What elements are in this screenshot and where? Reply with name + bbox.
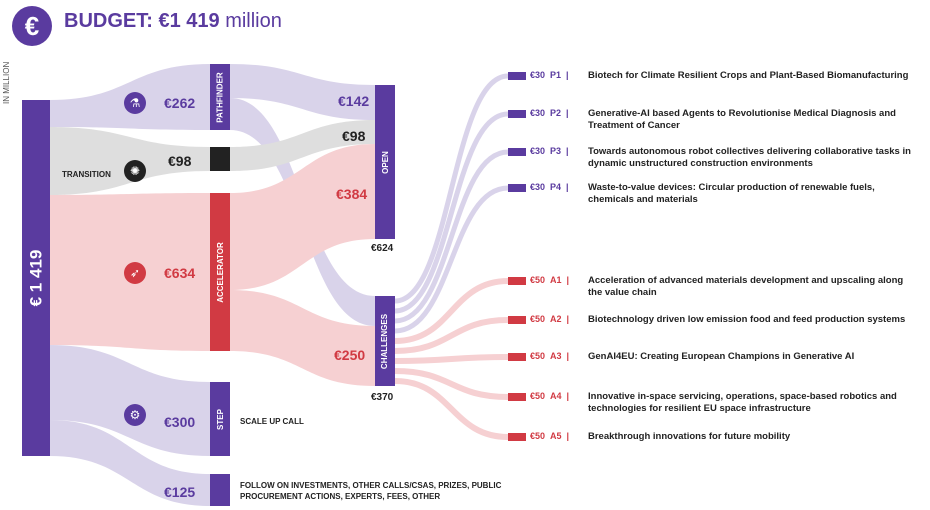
project-code: €30 P2 | bbox=[530, 108, 569, 118]
project-description: Biotechnology driven low emission food a… bbox=[588, 314, 906, 325]
project-amount: €50 bbox=[530, 391, 546, 401]
gear-icon: ⚙ bbox=[124, 404, 146, 426]
flask-icon: ⚗ bbox=[124, 92, 146, 114]
flow-challenges-p1 bbox=[394, 73, 509, 304]
project-amount: €50 bbox=[530, 431, 546, 441]
title-amount: €1 419 bbox=[158, 10, 220, 32]
project-code: €50 A5 | bbox=[530, 431, 569, 441]
total-bar: € 1 419 bbox=[22, 100, 50, 456]
other-amount: €125 bbox=[164, 484, 196, 500]
open-from-accelerator: €384 bbox=[336, 186, 368, 202]
project-id: P1 | bbox=[545, 70, 569, 80]
project-description: Generative-AI based Agents to Revolution… bbox=[588, 108, 896, 131]
atom-icon: ✺ bbox=[124, 160, 146, 182]
total-label: € 1 419 bbox=[26, 249, 46, 307]
flow-challenges-p4 bbox=[394, 185, 509, 334]
pathfinder-amount: €262 bbox=[164, 95, 196, 111]
project-marker bbox=[508, 184, 526, 192]
page-title: BUDGET: €1 419 million bbox=[64, 10, 282, 33]
project-marker bbox=[508, 110, 526, 118]
accelerator-bar: ACCELERATOR bbox=[210, 193, 230, 351]
flow-accelerator-open bbox=[230, 144, 375, 290]
accelerator-bar-label: ACCELERATOR bbox=[215, 241, 225, 303]
unit-label: IN MILLION bbox=[2, 61, 11, 104]
project-amount: €30 bbox=[530, 146, 546, 156]
flow-total-step bbox=[50, 345, 210, 456]
project-marker bbox=[508, 393, 526, 401]
project-description: Acceleration of advanced materials devel… bbox=[588, 275, 904, 298]
flow-challenges-a3 bbox=[394, 354, 509, 364]
step-amount: €300 bbox=[164, 414, 196, 430]
transition-bar bbox=[210, 147, 230, 171]
other-bar bbox=[210, 474, 230, 506]
project-id: A3 | bbox=[545, 351, 570, 361]
project-amount: €50 bbox=[530, 275, 546, 285]
euro-logo-icon: € bbox=[12, 6, 52, 46]
project-code: €50 A3 | bbox=[530, 351, 569, 361]
project-code: €50 A4 | bbox=[530, 391, 569, 401]
other-note: FOLLOW ON INVESTMENTS, OTHER CALLS/CSAS,… bbox=[240, 481, 502, 501]
step-bar-label: STEP bbox=[215, 408, 225, 430]
challenges-from-accelerator: €250 bbox=[334, 347, 366, 363]
project-code: €50 A2 | bbox=[530, 314, 569, 324]
project-amount: €30 bbox=[530, 182, 546, 192]
project-id: P3 | bbox=[545, 146, 569, 156]
flow-challenges-p2 bbox=[394, 111, 509, 314]
project-marker bbox=[508, 353, 526, 361]
project-id: A2 | bbox=[545, 314, 570, 324]
accelerator-amount: €634 bbox=[164, 265, 196, 281]
project-amount: €50 bbox=[530, 314, 546, 324]
project-code: €30 P3 | bbox=[530, 146, 569, 156]
project-code: €50 A1 | bbox=[530, 275, 569, 285]
project-code: €30 P1 | bbox=[530, 70, 569, 80]
challenges-bar: CHALLENGES bbox=[375, 296, 395, 386]
flow-pathfinder-open bbox=[230, 64, 375, 120]
project-marker bbox=[508, 433, 526, 441]
flow-accelerator-challenges bbox=[230, 290, 375, 386]
open-total: €624 bbox=[371, 243, 394, 254]
scale-up-note: SCALE UP CALL bbox=[240, 417, 304, 426]
project-marker bbox=[508, 316, 526, 324]
project-description: Waste-to-value devices: Circular product… bbox=[588, 182, 875, 205]
project-id: P4 | bbox=[545, 182, 569, 192]
project-marker bbox=[508, 148, 526, 156]
project-description: Biotech for Climate Resilient Crops and … bbox=[588, 70, 909, 81]
project-id: A1 | bbox=[545, 275, 570, 285]
flow-challenges-a2 bbox=[394, 317, 509, 354]
project-id: A4 | bbox=[545, 391, 570, 401]
project-marker bbox=[508, 277, 526, 285]
flow-transition-open bbox=[230, 120, 375, 171]
project-amount: €50 bbox=[530, 351, 546, 361]
project-amount: €30 bbox=[530, 108, 546, 118]
title-unit: million bbox=[225, 10, 282, 32]
flow-total-other bbox=[50, 420, 210, 506]
flow-challenges-a1 bbox=[394, 278, 509, 344]
open-bar: OPEN bbox=[375, 85, 395, 239]
transition-amount: €98 bbox=[168, 153, 192, 169]
project-id: P2 | bbox=[545, 108, 569, 118]
transition-label: TRANSITION bbox=[62, 170, 111, 179]
step-bar: STEP bbox=[210, 382, 230, 456]
project-id: A5 | bbox=[545, 431, 570, 441]
flow-challenges-a4 bbox=[394, 368, 509, 400]
rocket-icon: ➶ bbox=[124, 262, 146, 284]
project-description: Towards autonomous robot collectives del… bbox=[588, 146, 911, 169]
open-bar-label: OPEN bbox=[380, 150, 390, 174]
project-marker bbox=[508, 72, 526, 80]
flow-challenges-p3 bbox=[394, 149, 509, 324]
flow-challenges-a5 bbox=[394, 378, 509, 440]
project-description: Innovative in-space servicing, operation… bbox=[588, 391, 897, 414]
project-code: €30 P4 | bbox=[530, 182, 569, 192]
project-amount: €30 bbox=[530, 70, 546, 80]
challenges-bar-label: CHALLENGES bbox=[380, 313, 390, 369]
challenges-total: €370 bbox=[371, 392, 394, 403]
open-from-transition: €98 bbox=[342, 128, 366, 144]
open-from-pathfinder: €142 bbox=[338, 93, 370, 109]
pathfinder-bar: PATHFINDER bbox=[210, 64, 230, 130]
project-description: GenAI4EU: Creating European Champions in… bbox=[588, 351, 855, 362]
pathfinder-bar-label: PATHFINDER bbox=[215, 71, 225, 123]
title-label: BUDGET: bbox=[64, 10, 153, 32]
project-description: Breakthrough innovations for future mobi… bbox=[588, 431, 791, 442]
